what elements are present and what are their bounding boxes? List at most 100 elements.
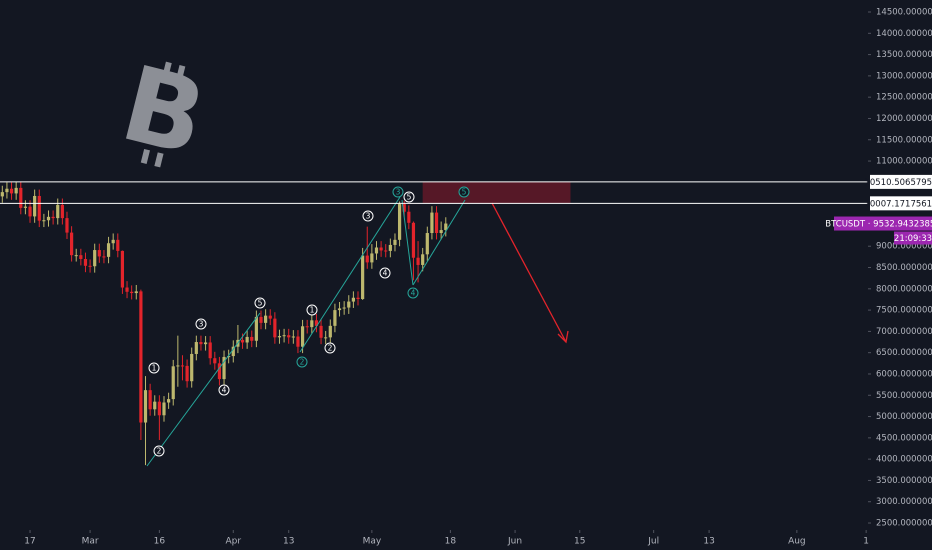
candle-body	[273, 318, 277, 338]
candle-body	[70, 232, 74, 256]
candle-body	[167, 399, 171, 403]
candle-body	[199, 342, 203, 345]
x-tick-label: 18	[445, 537, 457, 547]
candle-body	[217, 363, 222, 380]
wave-circle	[195, 318, 207, 330]
candle-body	[194, 342, 198, 354]
candle-body	[277, 336, 282, 338]
wave-label: 1	[310, 306, 315, 315]
candle-body	[213, 358, 217, 364]
wave-circle	[306, 304, 318, 316]
x-tick-label: Jun	[507, 537, 522, 547]
candle-body	[153, 401, 157, 410]
wave-label: 3	[366, 212, 371, 221]
candle-body	[282, 335, 286, 337]
candle-body	[328, 325, 332, 338]
candle-body	[421, 254, 425, 265]
candle-body	[425, 233, 429, 255]
wave-label: 2	[157, 447, 162, 456]
candle-body	[83, 258, 88, 266]
wave-circle	[148, 362, 160, 374]
candle-body	[130, 291, 134, 294]
wave-circle	[407, 287, 419, 299]
candle-body	[23, 206, 28, 208]
x-tick-label: May	[363, 537, 382, 547]
price-tag-box	[834, 216, 932, 231]
candle-body	[33, 195, 37, 217]
candle-body	[79, 255, 83, 259]
y-tick-label: 6500.00000000	[876, 348, 932, 358]
candle-body	[19, 187, 23, 208]
x-tick-label: 1	[863, 537, 869, 547]
candle-body	[74, 255, 78, 257]
candle-body	[259, 316, 263, 323]
y-tick-label: 8000.00000000	[876, 284, 932, 294]
candle-body	[365, 255, 369, 263]
y-tick-label: 7000.00000000	[876, 327, 932, 337]
candle-body	[351, 297, 355, 302]
candle-body	[300, 326, 305, 347]
wave-circle	[254, 297, 266, 309]
wave-label: 5	[407, 193, 412, 202]
candle-body	[361, 255, 365, 300]
y-tick-label: 11500.00000000	[876, 135, 932, 145]
y-tick-label: 13500.00000000	[876, 50, 932, 60]
candle-body	[51, 216, 55, 219]
candle-body	[430, 212, 434, 234]
x-tick-label: Mar	[82, 537, 99, 547]
y-tick-label: 2500.00000000	[876, 519, 932, 529]
x-tick-label: 15	[574, 537, 585, 547]
candle-body	[46, 216, 51, 221]
candle-body	[106, 243, 111, 257]
candle-body	[314, 320, 319, 326]
candle-body	[148, 390, 152, 410]
wave-label: 4	[383, 269, 388, 278]
candle-body	[342, 307, 346, 309]
forecast-arrow	[491, 202, 569, 344]
wave-label: 2	[328, 344, 333, 353]
level-label: 10007.17175618	[864, 199, 932, 209]
wave-lines	[146, 196, 466, 467]
candle-body	[56, 204, 60, 219]
candle-body	[347, 301, 351, 308]
candle-body	[268, 315, 272, 319]
candle-body	[5, 188, 9, 193]
wave-circle	[362, 210, 374, 222]
wave-circle	[379, 267, 391, 279]
level-label: 10510.50657951	[864, 178, 932, 188]
wave-circle	[296, 356, 308, 368]
candle-body	[42, 220, 46, 222]
wave-circle	[324, 342, 336, 354]
candle-body	[97, 250, 101, 257]
candle-body	[388, 244, 392, 251]
candle-body	[180, 365, 185, 367]
candle-body	[134, 291, 138, 294]
candle-body	[296, 336, 300, 347]
candle-body	[190, 353, 194, 382]
countdown: 21:09:33	[894, 234, 932, 244]
candle-body	[310, 320, 314, 328]
wave-label: 2	[300, 358, 305, 367]
candle-body	[444, 223, 448, 231]
countdown-box	[894, 231, 932, 245]
candle-body	[65, 218, 69, 233]
y-tick-label: 9000.00000000	[876, 242, 932, 252]
candle-body	[88, 265, 92, 267]
x-tick-label: 13	[703, 537, 714, 547]
y-tick-label: 8500.00000000	[876, 263, 932, 273]
wave-circle	[153, 445, 165, 457]
candle-body	[370, 253, 374, 263]
candle-body	[416, 257, 420, 265]
y-tick-label: 4500.00000000	[876, 433, 932, 443]
y-tick-label: 14000.00000000	[876, 29, 932, 39]
candle-body	[245, 336, 249, 343]
candle-body	[60, 204, 64, 219]
wave-label: 5	[462, 188, 467, 197]
y-tick-label: 5500.00000000	[876, 391, 932, 401]
wave-circle	[458, 186, 470, 198]
candle-body	[250, 336, 254, 341]
y-tick-label: 11000.00000000	[876, 157, 932, 167]
candle-body	[171, 366, 175, 400]
